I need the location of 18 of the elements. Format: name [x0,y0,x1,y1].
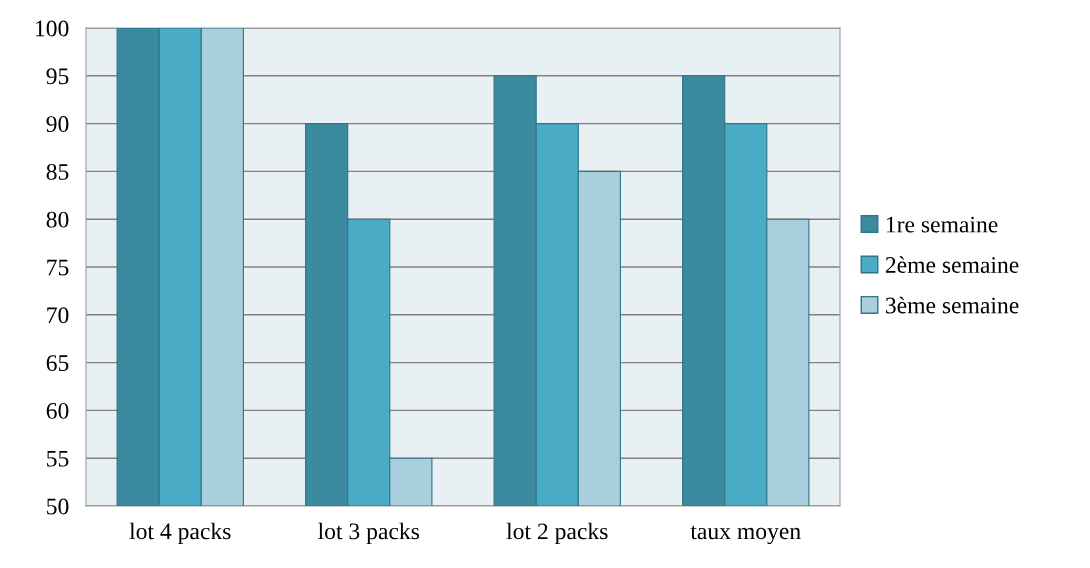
x-tick-label: taux moyen [690,525,801,545]
y-tick-label: 55 [47,450,69,467]
legend-label: 3ème semaine [885,296,1019,314]
y-tick-label: 75 [47,259,69,276]
x-tick-label: lot 4 packs [129,522,231,545]
legend-label: 1re semaine [886,216,998,233]
x-tick-label: lot 3 packs [318,522,420,545]
y-tick-label: 95 [46,68,69,85]
y-tick-label: 80 [46,211,69,228]
y-tick-label: 60 [46,402,69,419]
x-tick-label: lot 2 packs [506,522,608,545]
y-tick-label: 65 [46,355,69,372]
y-tick-label: 50 [47,498,69,515]
y-tick-label: 100 [35,20,69,37]
y-tick-label: 85 [46,163,69,180]
y-tick-label: 90 [46,116,69,133]
y-tick-label: 70 [47,307,69,324]
legend-label: 2ème semaine [885,256,1019,273]
